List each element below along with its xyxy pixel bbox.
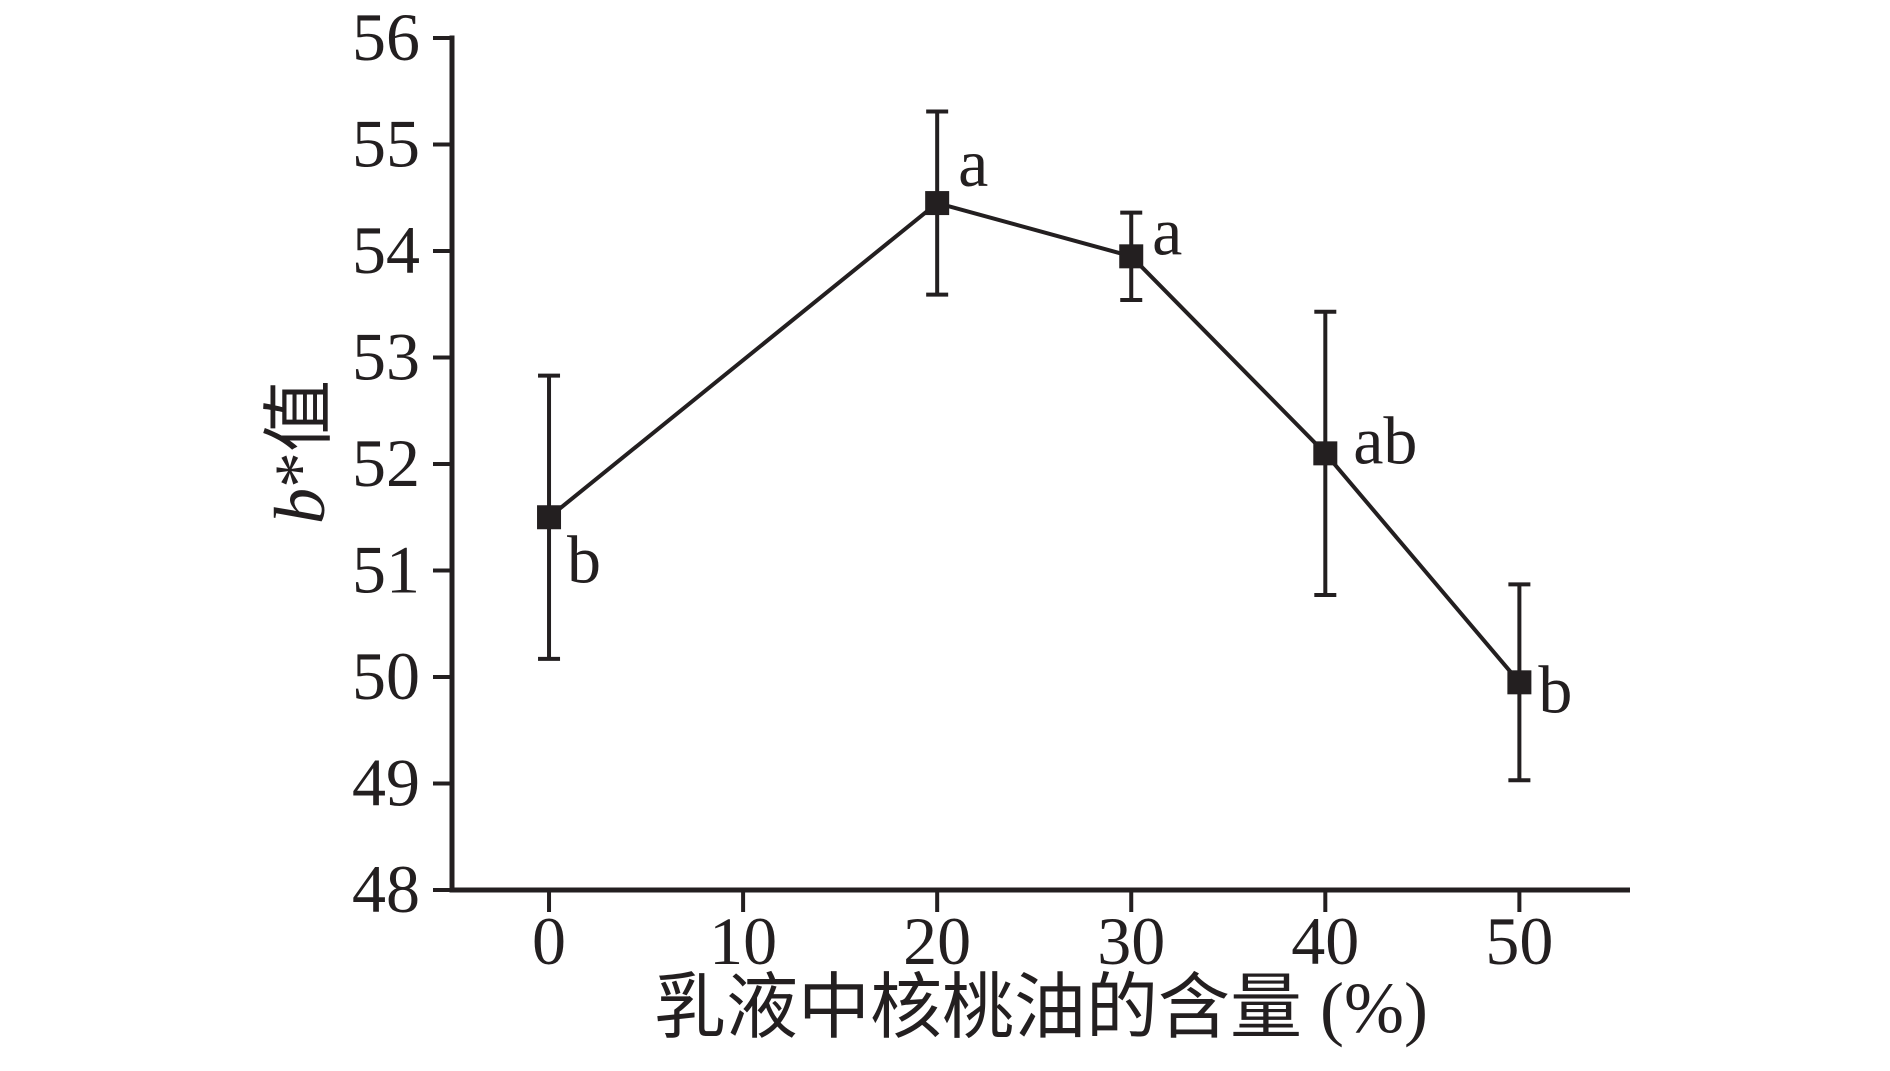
data-point-marker [1507, 670, 1532, 695]
significance-label: a [1152, 193, 1182, 269]
y-axis-title-variable: b [260, 488, 340, 525]
y-tick-label: 56 [352, 0, 420, 75]
x-tick-label: 50 [1485, 903, 1553, 979]
x-tick-label: 30 [1097, 903, 1165, 979]
data-point-marker [1313, 441, 1338, 466]
significance-label: b [567, 521, 601, 597]
y-tick-label: 54 [352, 212, 420, 288]
significance-label: ab [1353, 402, 1417, 478]
data-point-marker [537, 505, 562, 530]
x-axis-title: 乳液中核桃油的含量 (%) [654, 968, 1428, 1048]
significance-label: a [958, 125, 988, 201]
y-tick-label: 48 [352, 851, 420, 927]
y-tick-label: 51 [352, 532, 420, 608]
x-tick-label: 20 [903, 903, 971, 979]
y-tick-label: 49 [352, 745, 420, 821]
y-tick-label: 55 [352, 106, 420, 182]
x-tick-label: 40 [1291, 903, 1359, 979]
y-tick-label: 50 [352, 638, 420, 714]
y-axis-title-unit: *值 [260, 379, 340, 489]
y-tick-label: 52 [352, 425, 420, 501]
significance-label: b [1538, 651, 1572, 727]
x-tick-label: 0 [532, 903, 566, 979]
data-point-marker [925, 191, 950, 216]
data-point-marker [1119, 244, 1144, 269]
y-tick-label: 53 [352, 319, 420, 395]
x-tick-label: 10 [709, 903, 777, 979]
y-axis-title: b*值 [260, 380, 340, 524]
